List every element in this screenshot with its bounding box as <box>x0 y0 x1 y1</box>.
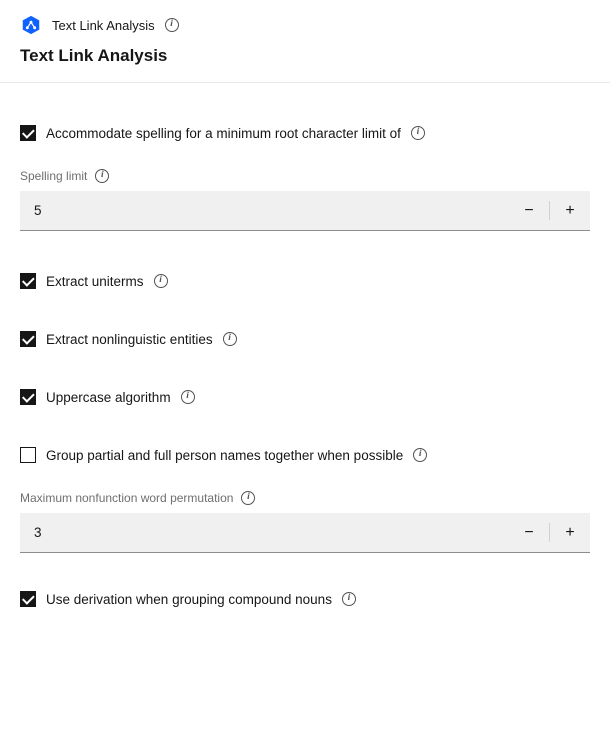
breadcrumb: Text Link Analysis i <box>20 14 590 36</box>
uppercase-algorithm-label: Uppercase algorithm <box>46 390 171 405</box>
spelling-limit-stepper: 5 − + <box>20 191 590 231</box>
group-names-checkbox[interactable] <box>20 447 36 463</box>
uppercase-algorithm-checkbox[interactable] <box>20 389 36 405</box>
info-icon[interactable]: i <box>181 390 195 404</box>
info-icon[interactable]: i <box>223 332 237 346</box>
max-permutation-increment[interactable]: + <box>550 513 590 552</box>
max-permutation-stepper: 3 − + <box>20 513 590 553</box>
option-extract-uniterms: Extract uniterms i <box>20 273 590 289</box>
node-hex-icon <box>20 14 42 36</box>
option-use-derivation: Use derivation when grouping compound no… <box>20 591 590 607</box>
info-icon[interactable]: i <box>165 18 179 32</box>
spelling-limit-label: Spelling limit <box>20 169 87 183</box>
info-icon[interactable]: i <box>154 274 168 288</box>
page-title: Text Link Analysis <box>20 46 590 66</box>
spelling-limit-increment[interactable]: + <box>550 191 590 230</box>
option-uppercase-algorithm: Uppercase algorithm i <box>20 389 590 405</box>
extract-nonlinguistic-label: Extract nonlinguistic entities <box>46 332 213 347</box>
info-icon[interactable]: i <box>342 592 356 606</box>
max-permutation-label-row: Maximum nonfunction word permutation i <box>20 491 590 505</box>
info-icon[interactable]: i <box>95 169 109 183</box>
extract-uniterms-checkbox[interactable] <box>20 273 36 289</box>
use-derivation-checkbox[interactable] <box>20 591 36 607</box>
breadcrumb-text: Text Link Analysis <box>52 18 155 33</box>
option-accommodate-spelling: Accommodate spelling for a minimum root … <box>20 125 590 231</box>
spelling-limit-decrement[interactable]: − <box>509 191 549 230</box>
spelling-limit-label-row: Spelling limit i <box>20 169 590 183</box>
max-permutation-label: Maximum nonfunction word permutation <box>20 491 233 505</box>
accommodate-spelling-checkbox[interactable] <box>20 125 36 141</box>
max-permutation-input[interactable]: 3 <box>20 513 509 552</box>
option-extract-nonlinguistic: Extract nonlinguistic entities i <box>20 331 590 347</box>
use-derivation-label: Use derivation when grouping compound no… <box>46 592 332 607</box>
option-group-names: Group partial and full person names toge… <box>20 447 590 553</box>
extract-nonlinguistic-checkbox[interactable] <box>20 331 36 347</box>
content: Accommodate spelling for a minimum root … <box>0 125 610 607</box>
info-icon[interactable]: i <box>413 448 427 462</box>
max-permutation-decrement[interactable]: − <box>509 513 549 552</box>
extract-uniterms-label: Extract uniterms <box>46 274 144 289</box>
info-icon[interactable]: i <box>411 126 425 140</box>
info-icon[interactable]: i <box>241 491 255 505</box>
spelling-limit-input[interactable]: 5 <box>20 191 509 230</box>
accommodate-spelling-label: Accommodate spelling for a minimum root … <box>46 126 401 141</box>
header: Text Link Analysis i Text Link Analysis <box>0 0 610 83</box>
group-names-label: Group partial and full person names toge… <box>46 448 403 463</box>
